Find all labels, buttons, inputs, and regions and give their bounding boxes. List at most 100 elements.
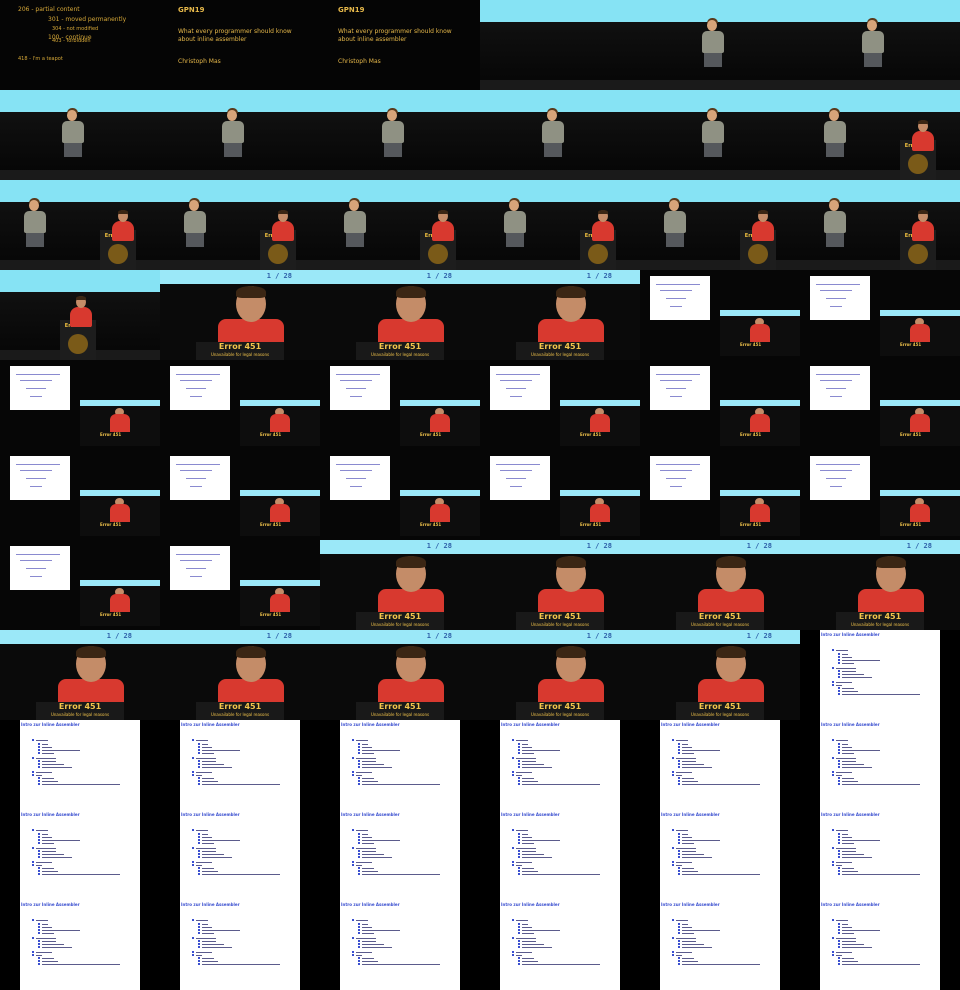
slide-heading: Intro zur Inline Assembler	[661, 812, 720, 817]
text-line	[842, 784, 920, 785]
text-line	[42, 784, 120, 785]
bullet	[678, 853, 680, 855]
bullet	[358, 763, 360, 765]
text-line	[842, 868, 854, 869]
video-frame	[320, 90, 480, 180]
text-line	[682, 874, 760, 875]
error-banner: Error 451	[900, 522, 922, 527]
bullet	[518, 780, 520, 782]
bullet	[832, 649, 834, 651]
slide-heading: Intro zur Inline Assembler	[501, 812, 560, 817]
slide-line	[670, 486, 682, 487]
error-subtitle: Unavailable for legal reasons	[370, 352, 430, 357]
text-line	[676, 772, 692, 773]
bullet	[838, 749, 840, 751]
speaker-torso	[824, 121, 846, 143]
bullet	[518, 760, 520, 762]
text-line	[36, 952, 52, 953]
video-frame: Error 451	[160, 360, 320, 450]
bullet	[512, 919, 514, 921]
bullet	[352, 937, 354, 939]
bullet	[32, 919, 34, 921]
bullet	[198, 873, 200, 875]
speaker-video: Error 451	[720, 400, 800, 446]
bullet	[198, 853, 200, 855]
text-line	[202, 767, 232, 768]
text-line	[522, 834, 528, 835]
bullet	[832, 951, 834, 953]
text-line	[836, 650, 848, 651]
text-line	[842, 778, 854, 779]
bullet	[678, 763, 680, 765]
video-frame	[800, 0, 960, 90]
slide-heading: Intro zur Inline Assembler	[21, 902, 80, 907]
page-indicator: 1 / 28	[426, 272, 452, 280]
speaker-head	[547, 110, 557, 121]
bullet	[838, 926, 840, 928]
person-head	[595, 408, 604, 416]
text-line	[842, 674, 864, 675]
bullet	[838, 940, 840, 942]
person-hair	[876, 556, 906, 568]
video-frame: Error 451	[640, 450, 800, 540]
speaker-legs	[826, 233, 844, 247]
text-line	[516, 772, 532, 773]
slide-line	[826, 478, 846, 479]
bullet	[838, 670, 840, 672]
slide-line	[820, 470, 852, 471]
bullet	[838, 833, 840, 835]
text-line	[36, 865, 42, 866]
slide-heading: Intro zur Inline Assembler	[821, 812, 880, 817]
video-frame: Error 451	[0, 540, 160, 630]
text-line	[682, 958, 694, 959]
text-line	[356, 772, 372, 773]
text-line	[36, 830, 48, 831]
text-line	[202, 941, 216, 942]
speaker-head	[29, 200, 39, 211]
person-hair	[396, 286, 426, 298]
slide-heading: Intro zur Inline Assembler	[501, 722, 560, 727]
bullet	[38, 926, 40, 928]
bullet	[832, 919, 834, 921]
person-hair	[556, 646, 586, 658]
speaker-head	[349, 200, 359, 211]
text-line	[522, 784, 600, 785]
bullet	[512, 771, 514, 773]
text-line	[36, 775, 42, 776]
person-hair	[918, 120, 928, 124]
bullet	[198, 960, 200, 962]
bullet	[38, 963, 40, 965]
text-line	[682, 944, 704, 945]
bullet	[678, 923, 680, 925]
bullet	[838, 690, 840, 692]
bullet	[198, 836, 200, 838]
slide-line	[20, 380, 52, 381]
speaker-head	[67, 110, 77, 121]
text-line	[516, 920, 528, 921]
text-line	[202, 764, 224, 765]
screen-bar	[720, 310, 800, 316]
video-frame	[640, 90, 800, 180]
text-line	[36, 938, 56, 939]
bullet	[192, 937, 194, 939]
text-line	[356, 862, 372, 863]
error-banner: Error 451	[580, 432, 602, 437]
red-shirt	[112, 221, 134, 241]
bullet	[838, 870, 840, 872]
text-line	[42, 961, 58, 962]
projection-screen	[480, 90, 640, 112]
person-head	[915, 318, 924, 326]
text-line	[42, 778, 54, 779]
error-banner: Error 451	[260, 612, 282, 617]
bullet	[838, 946, 840, 948]
text-line	[202, 958, 214, 959]
video-frame: 1 / 28 Error 451 Unavailable for legal rea…	[640, 540, 800, 630]
text-line	[836, 772, 852, 773]
person-head	[115, 498, 124, 506]
bullet	[678, 943, 680, 945]
event-name: GPN19	[338, 6, 365, 14]
red-shirt	[270, 594, 290, 612]
bullet	[198, 760, 200, 762]
error-banner: Error 451	[740, 432, 762, 437]
slide-line	[656, 284, 700, 285]
